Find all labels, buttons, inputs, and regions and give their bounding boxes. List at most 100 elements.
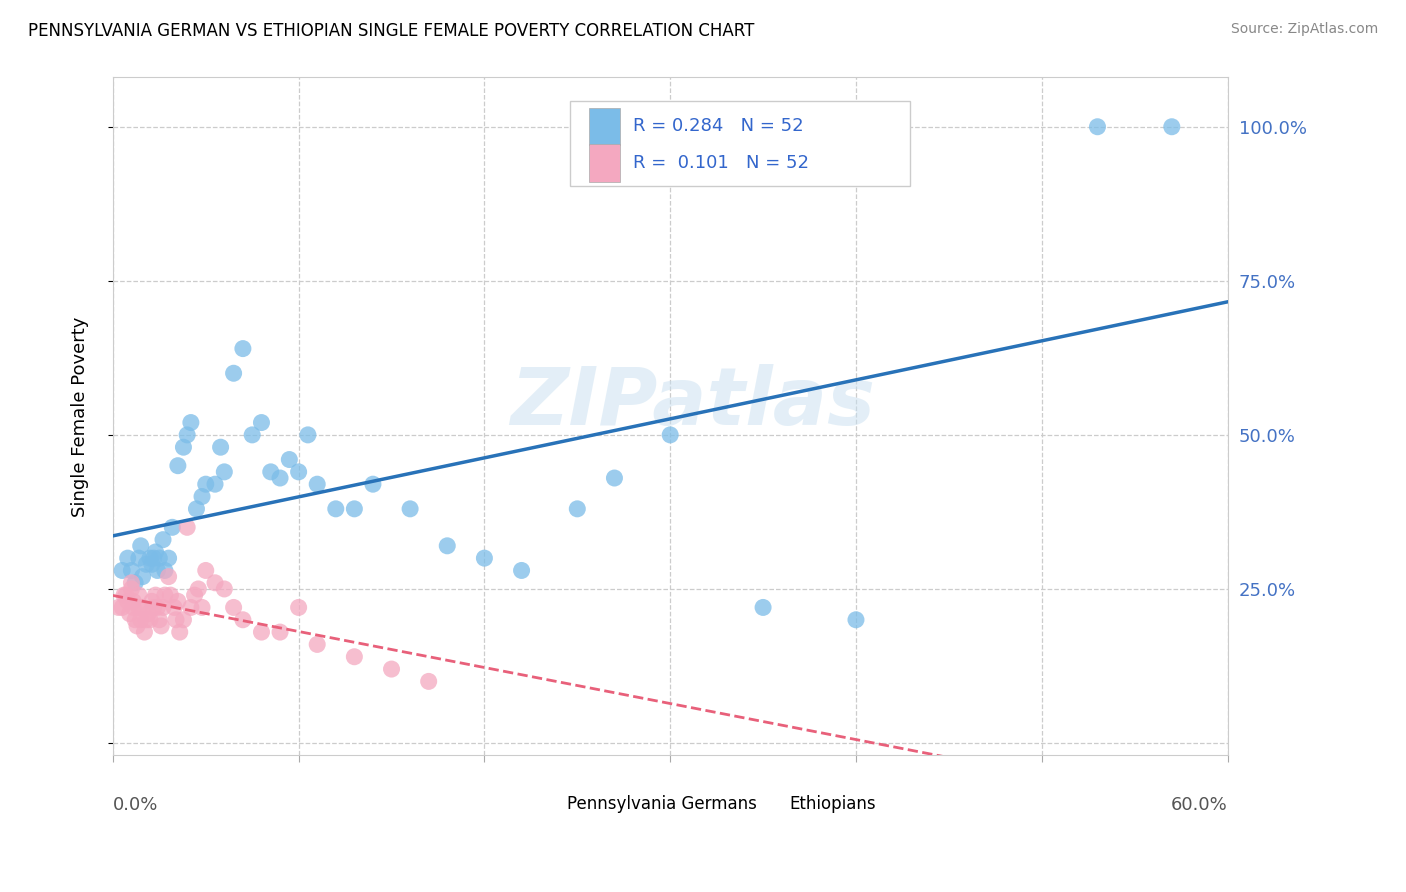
Point bbox=[1160, 120, 1182, 134]
Point bbox=[269, 625, 291, 640]
Point bbox=[361, 477, 384, 491]
Point bbox=[176, 520, 198, 534]
Text: Ethiopians: Ethiopians bbox=[789, 795, 876, 814]
Point bbox=[232, 613, 254, 627]
Point bbox=[194, 477, 217, 491]
Point bbox=[131, 569, 153, 583]
Y-axis label: Single Female Poverty: Single Female Poverty bbox=[72, 316, 89, 516]
Point bbox=[152, 533, 174, 547]
Point bbox=[167, 594, 190, 608]
Text: 0.0%: 0.0% bbox=[112, 796, 159, 814]
Point bbox=[120, 575, 142, 590]
Point bbox=[146, 564, 169, 578]
Point bbox=[107, 600, 129, 615]
Point bbox=[128, 551, 150, 566]
Point bbox=[117, 551, 139, 566]
Point bbox=[250, 416, 273, 430]
Text: PENNSYLVANIA GERMAN VS ETHIOPIAN SINGLE FEMALE POVERTY CORRELATION CHART: PENNSYLVANIA GERMAN VS ETHIOPIAN SINGLE … bbox=[28, 22, 755, 40]
Point bbox=[209, 440, 232, 454]
Point bbox=[250, 625, 273, 640]
Point bbox=[325, 501, 347, 516]
Point bbox=[191, 490, 214, 504]
Point bbox=[1087, 120, 1109, 134]
Point bbox=[191, 600, 214, 615]
FancyBboxPatch shape bbox=[526, 794, 561, 814]
Point bbox=[122, 594, 145, 608]
Point bbox=[136, 607, 159, 621]
Point bbox=[214, 465, 236, 479]
Point bbox=[153, 564, 176, 578]
Point bbox=[204, 575, 226, 590]
Point bbox=[380, 662, 402, 676]
Point bbox=[128, 600, 150, 615]
Point bbox=[232, 342, 254, 356]
Point bbox=[187, 582, 209, 596]
Point bbox=[117, 594, 139, 608]
Point bbox=[180, 600, 202, 615]
Text: Source: ZipAtlas.com: Source: ZipAtlas.com bbox=[1230, 22, 1378, 37]
Point bbox=[153, 588, 176, 602]
Point bbox=[135, 558, 157, 572]
Point bbox=[278, 452, 301, 467]
Point bbox=[135, 613, 157, 627]
Point bbox=[163, 600, 186, 615]
Point bbox=[297, 428, 319, 442]
Point bbox=[111, 564, 134, 578]
Point bbox=[124, 575, 146, 590]
Point bbox=[111, 600, 134, 615]
Point bbox=[307, 637, 329, 651]
Point bbox=[659, 428, 682, 442]
Point bbox=[139, 613, 162, 627]
Point bbox=[118, 607, 141, 621]
Point bbox=[436, 539, 458, 553]
Point bbox=[169, 625, 191, 640]
Point bbox=[142, 600, 165, 615]
Point bbox=[222, 600, 245, 615]
Point bbox=[125, 619, 148, 633]
Point bbox=[287, 465, 309, 479]
Text: R =  0.101   N = 52: R = 0.101 N = 52 bbox=[634, 154, 810, 172]
Text: Pennsylvania Germans: Pennsylvania Germans bbox=[567, 795, 756, 814]
Point bbox=[180, 416, 202, 430]
FancyBboxPatch shape bbox=[589, 145, 620, 182]
Point bbox=[240, 428, 263, 442]
Point bbox=[474, 551, 496, 566]
Point bbox=[157, 551, 180, 566]
Point bbox=[122, 600, 145, 615]
Point bbox=[343, 501, 366, 516]
Point bbox=[145, 588, 167, 602]
Point bbox=[165, 613, 187, 627]
Point bbox=[194, 564, 217, 578]
FancyBboxPatch shape bbox=[569, 101, 910, 186]
Text: 60.0%: 60.0% bbox=[1171, 796, 1227, 814]
Point bbox=[146, 600, 169, 615]
Point bbox=[112, 588, 135, 602]
Point bbox=[152, 600, 174, 615]
Point bbox=[214, 582, 236, 596]
Point bbox=[129, 539, 152, 553]
Point bbox=[124, 613, 146, 627]
Point bbox=[115, 588, 138, 602]
Point bbox=[752, 600, 775, 615]
Point bbox=[134, 625, 156, 640]
Point bbox=[510, 564, 533, 578]
Point bbox=[176, 428, 198, 442]
Point bbox=[183, 588, 205, 602]
Point bbox=[186, 501, 208, 516]
Point bbox=[260, 465, 283, 479]
Point bbox=[287, 600, 309, 615]
Point bbox=[172, 613, 194, 627]
Point bbox=[148, 551, 170, 566]
Point bbox=[172, 440, 194, 454]
Point bbox=[159, 588, 181, 602]
Text: ZIPatlas: ZIPatlas bbox=[510, 364, 875, 442]
Point bbox=[148, 613, 170, 627]
Point bbox=[307, 477, 329, 491]
Point bbox=[845, 613, 868, 627]
Point bbox=[418, 674, 440, 689]
Point bbox=[128, 588, 150, 602]
Point bbox=[157, 569, 180, 583]
Point bbox=[222, 366, 245, 380]
Point bbox=[131, 600, 153, 615]
FancyBboxPatch shape bbox=[748, 794, 785, 814]
